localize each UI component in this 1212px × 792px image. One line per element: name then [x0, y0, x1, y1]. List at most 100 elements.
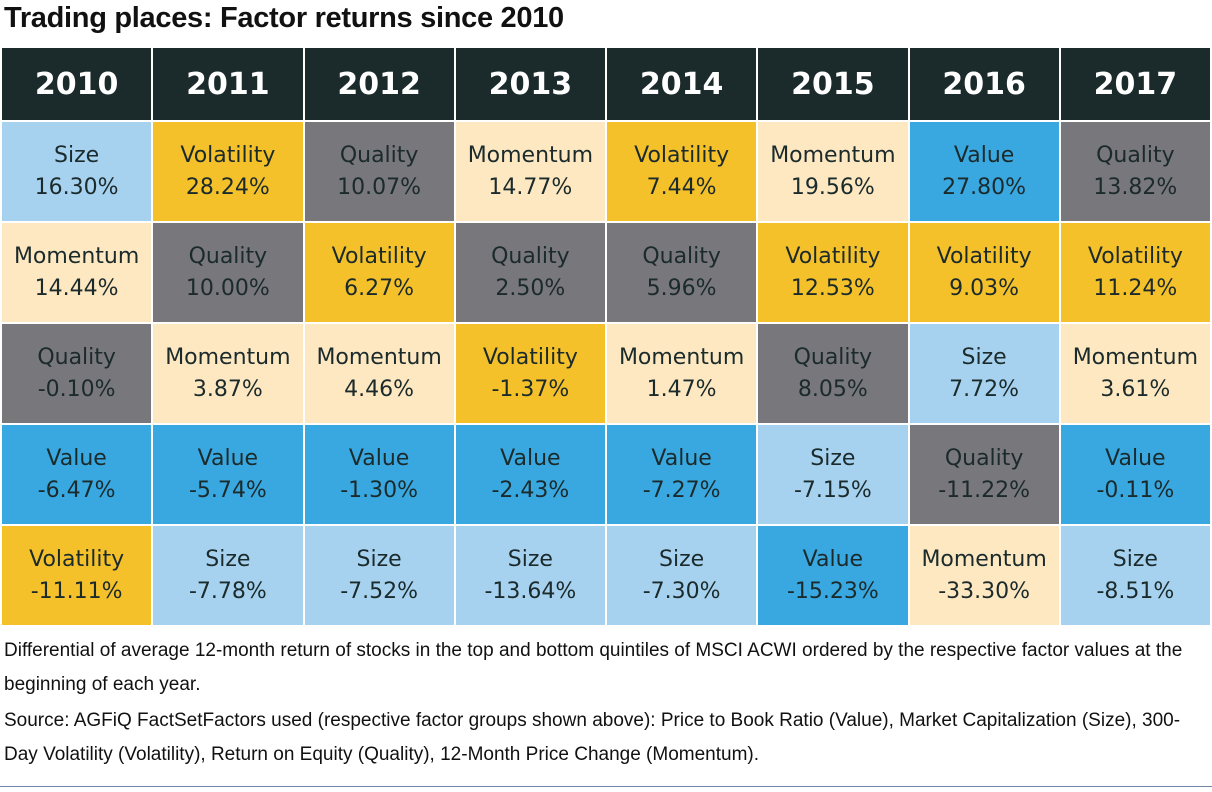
factor-name: Size: [810, 445, 856, 471]
year-header: 2015: [758, 48, 908, 120]
factor-cell: Size 16.30%: [2, 122, 152, 221]
factor-cell: Size 7.72%: [909, 324, 1059, 423]
factor-return: 6.27%: [344, 275, 415, 301]
notes: Differential of average 12-month return …: [4, 634, 1194, 774]
factor-return: -0.10%: [37, 376, 116, 402]
title: Trading places: Factor returns since 201…: [4, 2, 564, 34]
factor-cell: Momentum -33.30%: [909, 526, 1059, 625]
factor-cell: Volatility -1.37%: [455, 324, 605, 423]
factor-name: Size: [356, 546, 402, 572]
factor-name: Quality: [944, 445, 1024, 471]
factor-cell: Value -1.30%: [304, 425, 454, 524]
note: Source: AGFiQ FactSetFactors used (respe…: [4, 710, 1181, 765]
factor-return: 14.44%: [34, 275, 119, 301]
factor-cell: Quality 13.82%: [1060, 122, 1210, 221]
factor-cell: Volatility 6.27%: [304, 223, 454, 322]
factor-return: -33.30%: [938, 578, 1031, 604]
factor-cell: Size -7.78%: [153, 526, 303, 625]
factor-name: Momentum: [316, 344, 442, 370]
factor-name: Momentum: [467, 142, 594, 168]
factor-return: -8.51%: [1096, 578, 1175, 604]
factor-return: 28.24%: [185, 174, 270, 200]
factor-name: Volatility: [482, 344, 578, 370]
factor-return: -15.23%: [786, 578, 879, 604]
factor-return: 3.87%: [192, 376, 263, 402]
factor-return: 8.05%: [797, 376, 868, 402]
factor-return: -7.15%: [793, 477, 872, 503]
factor-name: Value: [802, 546, 864, 572]
factor-cell: Value 27.80%: [909, 122, 1059, 221]
factor-cell: Momentum 1.47%: [607, 324, 757, 423]
factor-cell: Value -7.27%: [607, 425, 757, 524]
factor-cell: Size -8.51%: [1060, 526, 1210, 625]
factor-return: 11.24%: [1093, 275, 1178, 301]
factor-name: Volatility: [331, 243, 427, 269]
factor-name: Value: [1105, 445, 1166, 471]
factor-return: 12.53%: [790, 275, 875, 301]
factor-name: Size: [507, 546, 553, 572]
note: Differential of average 12-month return …: [4, 640, 1183, 695]
factor-return: 9.03%: [949, 275, 1020, 301]
factor-cell: Volatility 9.03%: [909, 223, 1059, 322]
factor-name: Volatility: [29, 546, 125, 572]
factor-table: 2010 2011 2012 2013 2014 2015 2016 2017 Size 16.3…: [2, 48, 1210, 625]
factor-return: 10.07%: [337, 174, 422, 200]
factor-cell: Size -7.30%: [607, 526, 757, 625]
factor-name: Value: [197, 445, 259, 471]
factor-name: Value: [651, 445, 712, 471]
factor-return: -1.37%: [491, 376, 570, 402]
factor-return: 13.82%: [1093, 174, 1178, 200]
factor-cell: Quality 10.00%: [153, 223, 303, 322]
factor-return: -6.47%: [37, 477, 116, 503]
factor-name: Momentum: [770, 142, 896, 168]
factor-cell: Quality 5.96%: [607, 223, 757, 322]
factor-cell: Quality -11.22%: [909, 425, 1059, 524]
factor-return: -13.64%: [484, 578, 577, 604]
factor-name: Quality: [491, 243, 570, 269]
factor-return: -5.74%: [188, 477, 267, 503]
factor-name: Quality: [642, 243, 721, 269]
factor-return: 7.72%: [949, 376, 1020, 402]
factor-name: Value: [46, 445, 107, 471]
factor-cell: Momentum 4.46%: [304, 324, 454, 423]
factor-name: Volatility: [180, 142, 276, 168]
factor-name: Volatility: [936, 243, 1032, 269]
factor-name: Momentum: [165, 344, 291, 370]
factor-cell: Volatility 28.24%: [153, 122, 303, 221]
factor-name: Quality: [1096, 142, 1175, 168]
factor-cell: Momentum 3.61%: [1060, 324, 1210, 423]
factor-cell: Quality -0.10%: [2, 324, 152, 423]
factor-return: 4.46%: [344, 376, 415, 402]
factor-return: -1.30%: [340, 477, 419, 503]
factor-name: Quality: [37, 344, 116, 370]
factor-name: Momentum: [921, 546, 1047, 572]
factor-return: -11.22%: [938, 477, 1031, 503]
divider: [0, 786, 1212, 787]
factor-name: Volatility: [634, 142, 730, 168]
factor-name: Quality: [188, 243, 268, 269]
factor-return: 27.80%: [942, 174, 1027, 200]
factor-return: -7.52%: [340, 578, 419, 604]
factor-return: 3.61%: [1100, 376, 1171, 402]
factor-return: -7.30%: [642, 578, 721, 604]
factor-name: Size: [659, 546, 705, 572]
factor-cell: Value -0.11%: [1060, 425, 1210, 524]
factor-cell: Volatility 12.53%: [758, 223, 908, 322]
factor-cell: Size -7.52%: [304, 526, 454, 625]
factor-name: Volatility: [1087, 243, 1183, 269]
factor-return: 2.50%: [495, 275, 566, 301]
factor-return: -11.11%: [30, 578, 123, 604]
factor-cell: Volatility -11.11%: [2, 526, 152, 625]
factor-cell: Quality 10.07%: [304, 122, 454, 221]
factor-name: Quality: [339, 142, 419, 168]
factor-name: Size: [961, 344, 1007, 370]
factor-name: Quality: [793, 344, 873, 370]
factor-cell: Momentum 3.87%: [153, 324, 303, 423]
year-header: 2011: [153, 48, 303, 120]
factor-cell: Momentum 19.56%: [758, 122, 908, 221]
factor-return: 7.44%: [646, 174, 717, 200]
factor-return: -7.78%: [188, 578, 267, 604]
factor-name: Momentum: [618, 344, 745, 370]
year-header: 2016: [909, 48, 1059, 120]
